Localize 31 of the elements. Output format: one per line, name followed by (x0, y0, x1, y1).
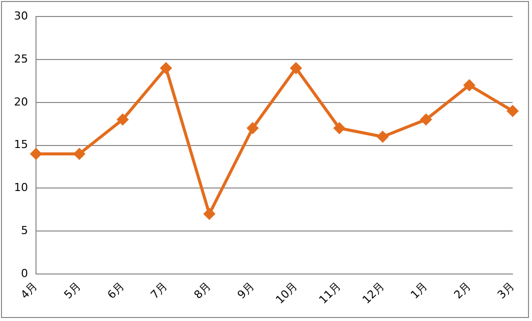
point (464, 80, 475, 91)
y-tick-label: 15 (14, 138, 28, 152)
point (204, 208, 215, 220)
point (117, 114, 128, 126)
point (74, 148, 85, 160)
x-tick-label: 2月 (452, 280, 474, 302)
point (377, 131, 388, 142)
x-tick-label: 8月 (192, 280, 214, 302)
x-tick-label: 7月 (148, 280, 170, 302)
point (247, 122, 258, 134)
x-tick-label: 3月 (494, 280, 517, 302)
point (334, 122, 345, 134)
point (507, 105, 518, 116)
y-tick-label: 0 (20, 266, 28, 280)
x-tick-label: 12月 (360, 280, 387, 306)
x-tick-label: 4月 (18, 280, 40, 302)
x-tick-label: 6月 (104, 280, 127, 302)
x-tick-label: 5月 (62, 280, 84, 302)
y-tick-label: 25 (14, 52, 28, 66)
point (290, 62, 302, 74)
x-tick-label: 11月 (316, 280, 344, 306)
point (420, 114, 432, 126)
x-tick-label: 1月 (408, 280, 430, 302)
y-tick-label: 5 (20, 224, 28, 237)
y-tick-label: 30 (14, 9, 28, 22)
point (160, 62, 172, 74)
x-tick-label: 10月 (273, 280, 300, 306)
point (30, 148, 42, 160)
x-tick-label: 9月 (234, 280, 257, 302)
y-tick-label: 10 (14, 181, 28, 194)
y-tick-label: 20 (14, 95, 28, 108)
